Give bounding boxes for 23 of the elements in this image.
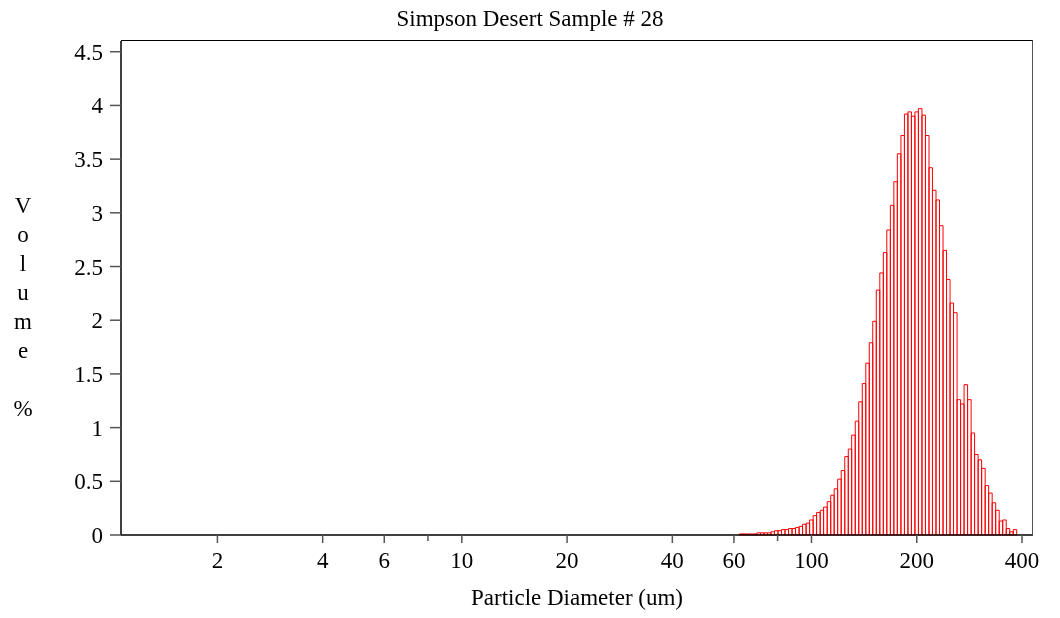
y-tick-label: 3.5	[74, 147, 103, 173]
x-tick-label: 400	[1004, 548, 1040, 573]
y-tick-label: 1.5	[74, 361, 103, 387]
y-tick-label: 1	[91, 415, 103, 441]
x-tick-label: 4	[316, 548, 329, 573]
x-tick-label: 40	[660, 548, 684, 573]
y-tick-label: 2.5	[74, 254, 103, 280]
x-tick-label: 2	[211, 548, 224, 573]
x-tick-label: 10	[450, 548, 474, 573]
x-axis-title: Particle Diameter (um)	[470, 584, 684, 612]
text: Volume %	[13, 193, 33, 421]
y-tick-label: 3	[91, 200, 103, 226]
y-tick-label: 0.5	[74, 469, 103, 495]
x-tick-label: 100	[794, 548, 829, 573]
y-tick-label: 4	[91, 93, 104, 119]
y-tick-label: 0	[91, 523, 103, 549]
y-tick-label: 4.5	[74, 39, 103, 65]
y-tick-label: 2	[91, 308, 103, 334]
chart-title: Simpson Desert Sample # 28	[395, 5, 665, 33]
x-tick-label: 20	[555, 548, 579, 573]
x-tick-label: 200	[899, 548, 935, 573]
x-tick-label: 6	[378, 548, 390, 573]
x-tick-label: 60	[722, 548, 746, 573]
